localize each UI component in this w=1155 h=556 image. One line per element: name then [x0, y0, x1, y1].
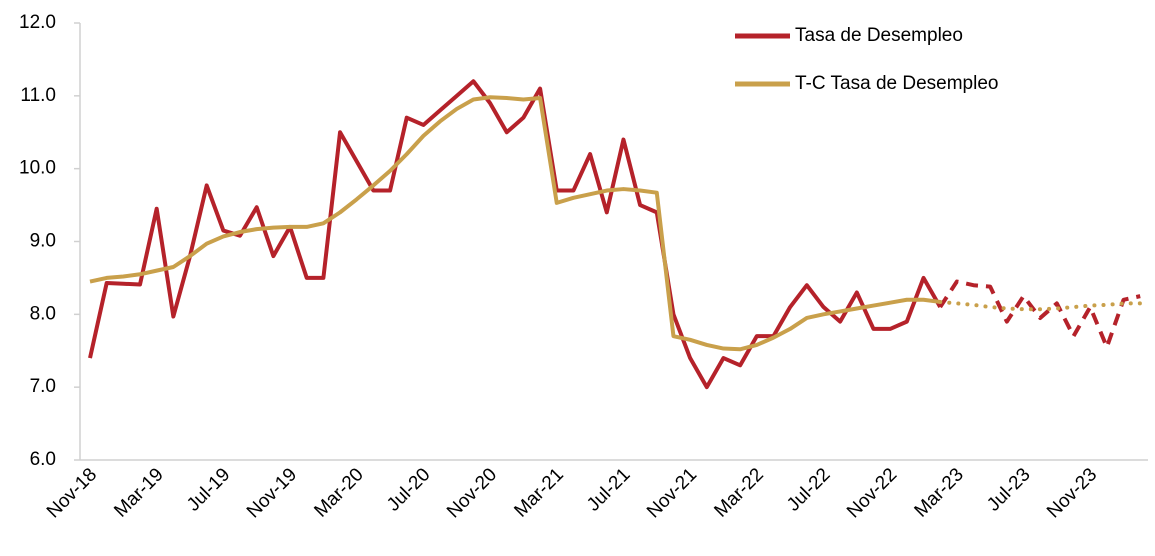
x-tick-label: Nov-21: [643, 464, 701, 522]
x-tick-label: Jul-22: [783, 464, 834, 515]
y-tick-label: 12.0: [19, 12, 56, 33]
x-tick-label: Mar-20: [310, 464, 367, 521]
series-line: [88, 79, 942, 390]
legend-label: Tasa de Desempleo: [795, 25, 963, 46]
x-tick-label: Mar-21: [510, 464, 567, 521]
x-tick-label: Jul-20: [383, 464, 434, 515]
x-tick-label: Nov-19: [243, 464, 301, 522]
y-tick-label: 7.0: [30, 376, 56, 397]
forecast-line: [938, 279, 1141, 350]
x-tick-label: Mar-23: [911, 464, 968, 521]
forecast-line: [938, 299, 1143, 312]
y-tick-label: 9.0: [30, 231, 56, 252]
y-tick-label: 8.0: [30, 303, 56, 324]
series-line: [89, 95, 941, 352]
x-tick-label: Mar-19: [110, 464, 167, 521]
y-tick-label: 6.0: [30, 449, 56, 470]
y-tick-label: 10.0: [19, 158, 56, 179]
y-tick-label: 11.0: [20, 85, 56, 106]
x-tick-label: Nov-18: [43, 464, 101, 522]
x-tick-label: Jul-23: [983, 464, 1034, 515]
legend-label: T-C Tasa de Desempleo: [795, 73, 998, 94]
x-tick-label: Jul-19: [183, 464, 234, 515]
x-tick-label: Nov-23: [1043, 464, 1101, 522]
x-tick-label: Nov-20: [443, 464, 501, 522]
x-tick-label: Nov-22: [843, 464, 901, 522]
x-tick-label: Mar-22: [710, 464, 767, 521]
x-tick-label: Jul-21: [583, 464, 634, 515]
